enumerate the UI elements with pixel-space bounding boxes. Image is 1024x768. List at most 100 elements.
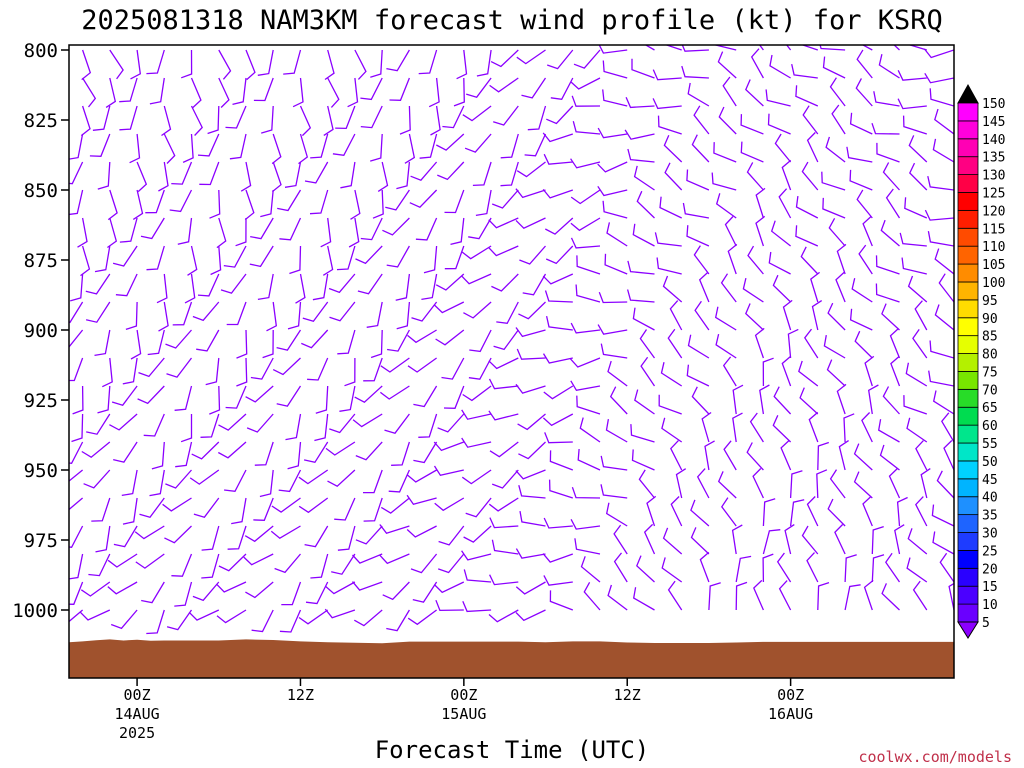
wind-barb xyxy=(638,469,656,499)
wind-barb xyxy=(853,471,873,499)
wind-barb xyxy=(489,517,519,529)
wind-barb xyxy=(50,78,60,107)
wind-barb xyxy=(79,609,111,621)
wind-barb xyxy=(632,587,655,611)
wind-barb xyxy=(379,524,410,534)
wind-barb xyxy=(80,245,91,277)
wind-barb xyxy=(543,517,573,529)
wind-barb xyxy=(231,497,247,525)
wind-barb xyxy=(901,257,927,275)
wind-barb xyxy=(303,441,329,464)
wind-barb xyxy=(691,134,710,163)
wind-barb xyxy=(271,497,301,513)
wind-barb xyxy=(934,304,954,331)
wind-barb xyxy=(461,437,492,448)
wind-barb xyxy=(404,133,416,164)
wind-barb xyxy=(774,133,792,163)
wind-barb xyxy=(463,525,492,543)
wind-barb xyxy=(353,609,383,627)
wind-barb xyxy=(337,525,356,551)
wind-barb xyxy=(493,105,519,126)
wind-barb xyxy=(806,552,819,583)
wind-barb xyxy=(929,340,954,359)
wind-barb xyxy=(687,82,710,107)
wind-barb xyxy=(795,196,819,219)
wind-barb xyxy=(262,329,274,359)
wind-barb xyxy=(686,169,710,191)
wind-barb xyxy=(488,217,519,229)
colorbar-swatch xyxy=(957,281,979,301)
wind-barb xyxy=(627,148,655,163)
wind-barb xyxy=(380,497,410,514)
wind-barb xyxy=(694,300,710,331)
wind-barb xyxy=(915,496,928,527)
wind-barb xyxy=(169,189,193,213)
wind-barb xyxy=(822,56,846,79)
wind-barb xyxy=(223,245,247,268)
colorbar-label: 150 xyxy=(982,97,1005,112)
colorbar-swatch xyxy=(957,406,979,426)
wind-barb xyxy=(669,300,683,331)
wind-barb xyxy=(69,357,84,382)
wind-barb xyxy=(119,77,138,103)
wind-barb xyxy=(517,413,546,431)
wind-barb xyxy=(605,418,628,443)
wind-barb xyxy=(745,303,764,331)
wind-barb xyxy=(469,329,492,353)
wind-barb xyxy=(107,217,118,249)
wind-barb xyxy=(489,574,519,586)
wind-barb xyxy=(546,105,574,125)
wind-barb xyxy=(465,497,492,518)
wind-barb xyxy=(335,105,356,130)
wind-barb xyxy=(765,89,791,107)
wind-barb xyxy=(906,557,928,583)
wind-barb xyxy=(197,133,220,157)
wind-barb xyxy=(149,469,165,497)
wind-barb xyxy=(804,328,819,359)
colorbar-swatch xyxy=(957,299,979,319)
colorbar-swatch xyxy=(957,317,979,337)
wind-barb xyxy=(205,357,220,386)
wind-barb xyxy=(391,441,411,466)
wind-barb xyxy=(352,553,383,564)
wind-barb xyxy=(778,188,792,219)
wind-barb xyxy=(515,581,546,595)
wind-barb xyxy=(199,161,220,186)
wind-barb xyxy=(625,97,655,109)
wind-barb xyxy=(218,77,230,108)
wind-barb xyxy=(466,77,492,98)
wind-barb xyxy=(272,357,301,376)
wind-barb xyxy=(819,45,846,51)
wind-barb xyxy=(287,301,302,330)
wind-barb xyxy=(298,609,329,625)
wind-barb xyxy=(515,383,546,394)
wind-barb xyxy=(421,273,438,301)
wind-barb xyxy=(598,45,628,54)
wind-barb xyxy=(488,497,519,512)
wind-barb xyxy=(597,185,628,197)
wind-barb xyxy=(600,343,628,359)
colorbar-label: 60 xyxy=(982,419,998,434)
wind-barb xyxy=(276,329,302,351)
wind-barb xyxy=(69,469,84,482)
wind-barb xyxy=(928,370,954,387)
wind-barb xyxy=(549,590,574,611)
wind-barb xyxy=(259,469,274,498)
wind-barb xyxy=(138,357,165,378)
wind-barb xyxy=(747,245,764,275)
wind-barb xyxy=(897,98,927,110)
wind-barb xyxy=(488,609,519,623)
wind-barb xyxy=(496,301,519,325)
colorbar-swatch xyxy=(957,156,979,175)
wind-barb xyxy=(201,525,220,551)
credit-link[interactable]: coolwx.com/models xyxy=(858,748,1012,766)
wind-barb xyxy=(171,553,193,577)
wind-barb xyxy=(762,498,776,527)
wind-barb xyxy=(196,329,220,352)
wind-barb xyxy=(632,307,655,331)
wind-barb xyxy=(435,599,464,612)
wind-barb xyxy=(360,77,383,101)
wind-barb xyxy=(829,469,846,499)
wind-barb xyxy=(312,273,329,301)
wind-barb xyxy=(180,414,193,443)
